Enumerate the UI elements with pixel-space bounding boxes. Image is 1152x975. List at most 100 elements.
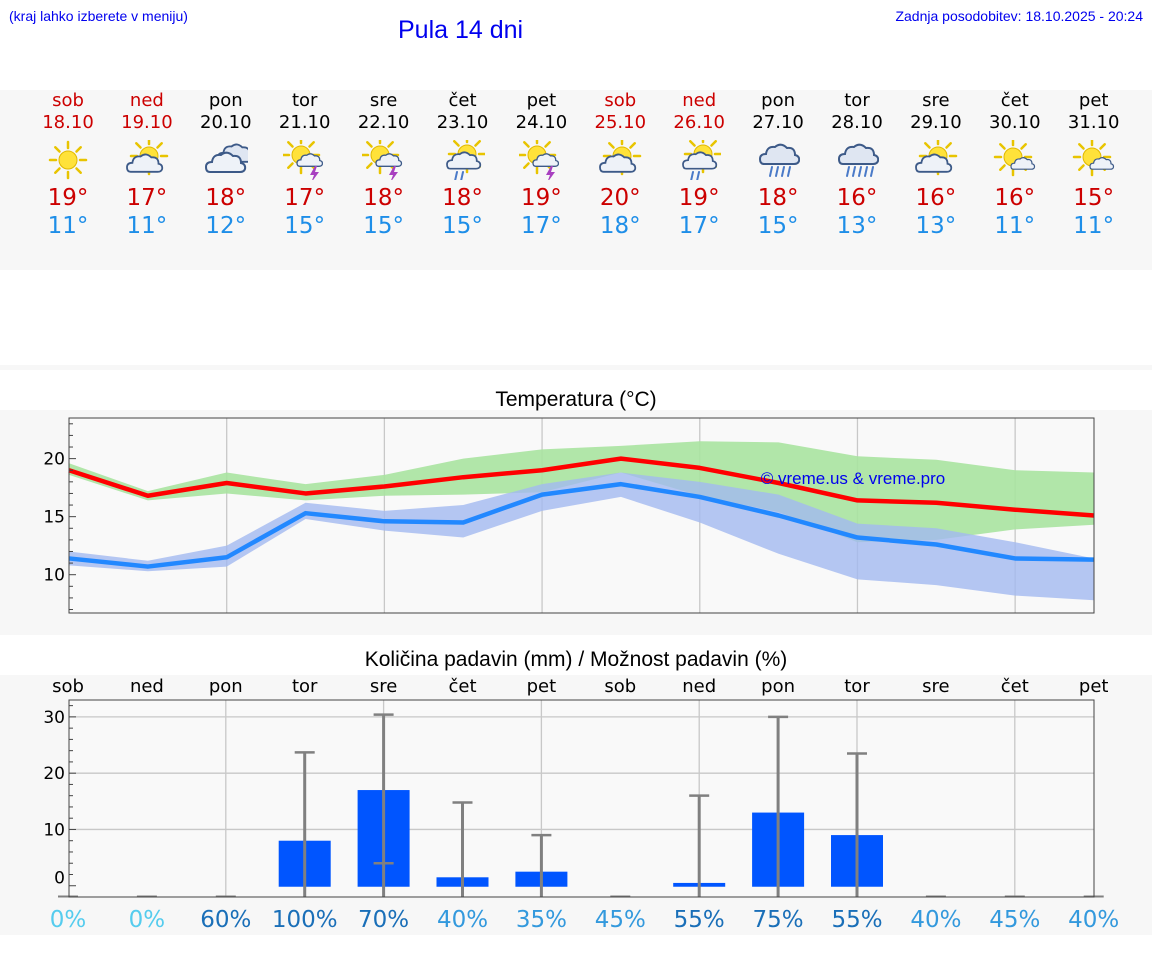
temp-max: 16°: [915, 185, 957, 211]
y-tick-label: 10: [43, 820, 65, 840]
forecast-day: ned 19.10 17° 11°: [107, 90, 187, 265]
precip-probability: 45%: [989, 907, 1040, 933]
precip-probability: 70%: [358, 907, 409, 933]
precip-probability: 0%: [129, 907, 166, 933]
sun-cloud-icon: [125, 140, 169, 176]
temp-max: 18°: [363, 185, 404, 211]
precip-probability: 55%: [674, 907, 725, 933]
last-updated: Zadnja posodobitev: 18.10.2025 - 20:24: [895, 8, 1143, 24]
temp-min: 11°: [47, 213, 89, 239]
sun-cloud-icon: [599, 140, 642, 176]
y-tick-label: 20: [43, 764, 65, 784]
forecast-day: sob 25.10 20° 18°: [580, 90, 660, 265]
x-category-label: pet: [1079, 676, 1109, 697]
day-date: 21.10: [278, 112, 331, 133]
day-date: 20.10: [200, 112, 252, 133]
y-tick-label: 30: [43, 708, 65, 728]
temperature-chart: 10 15 20 © vreme.us & vreme.pro: [43, 417, 1095, 614]
precip-probability: 55%: [831, 907, 882, 933]
cloud-heavy-rain-icon: [837, 143, 879, 177]
day-name: pon: [761, 90, 796, 111]
y-tick-label: 15: [43, 508, 65, 528]
temp-max: 19°: [47, 185, 89, 211]
day-name: pet: [1078, 90, 1109, 111]
day-date: 28.10: [831, 112, 883, 133]
temp-min: 11°: [994, 213, 1036, 239]
y-tick-label: 20: [43, 450, 65, 470]
y-tick-label: 0: [54, 869, 65, 889]
day-name: čet: [1000, 90, 1029, 111]
day-date: 24.10: [515, 112, 568, 133]
tmax-line: [68, 456, 1095, 518]
day-date: 27.10: [752, 112, 804, 133]
tmin-range-band: [69, 472, 1094, 601]
temp-min: 15°: [363, 213, 404, 239]
precip-probability: 40%: [437, 907, 488, 933]
temp-max: 16°: [836, 185, 878, 211]
day-name: tor: [291, 90, 318, 111]
day-date: 23.10: [436, 112, 489, 133]
sun-cloud-icon: [914, 140, 958, 176]
precip-probability: 0%: [50, 907, 87, 933]
temp-min: 12°: [205, 213, 247, 239]
day-name: sob: [52, 90, 84, 111]
x-category-label: sre: [370, 676, 397, 697]
temp-min: 17°: [521, 213, 562, 239]
forecast-band: [0, 90, 1152, 270]
temp-min: 13°: [836, 213, 878, 239]
sun-small-cloud-icon: [993, 140, 1035, 177]
tmin-line: [68, 481, 1095, 569]
forecast-day: sre 22.10 18° 15°: [344, 90, 424, 265]
x-category-label: sob: [52, 676, 84, 697]
location-hint-link[interactable]: (kraj lahko izberete v meniju): [9, 8, 188, 24]
forecast-day: čet 23.10 18° 15°: [423, 90, 503, 265]
temp-min: 17°: [678, 213, 720, 239]
temp-max: 19°: [521, 185, 562, 211]
forecast-day: ned 26.10 19° 17°: [659, 90, 739, 265]
day-date: 19.10: [121, 112, 173, 133]
x-category-label: ned: [130, 676, 164, 697]
forecast-day: pon 20.10 18° 12°: [186, 90, 266, 265]
forecast-day: pet 31.10 15° 11°: [1054, 90, 1134, 265]
sun-cloud-thunder-icon: [361, 140, 402, 180]
precip-probability: 45%: [595, 907, 646, 933]
day-name: pet: [526, 90, 557, 111]
temp-max: 18°: [757, 185, 799, 211]
temp-max: 19°: [678, 185, 720, 211]
temp-min: 11°: [126, 213, 168, 239]
temp-max: 20°: [599, 185, 641, 211]
precip-probability: 60%: [200, 907, 251, 933]
forecast-day: tor 28.10 16° 13°: [817, 90, 897, 265]
x-category-label: čet: [1001, 676, 1029, 697]
watermark: © vreme.us & vreme.pro: [761, 469, 945, 488]
sun-icon: [48, 140, 88, 180]
precip-probability: 40%: [1068, 907, 1119, 933]
x-category-label: čet: [448, 676, 476, 697]
plot-frame: [68, 417, 1095, 614]
x-category-label: pon: [209, 676, 243, 697]
forecast-day: čet 30.10 16° 11°: [975, 90, 1055, 265]
page-title: Pula 14 dni: [398, 16, 524, 44]
sun-cloud-thunder-icon: [282, 140, 323, 180]
temp-max: 15°: [1073, 185, 1115, 211]
cloud-rain-icon: [759, 143, 801, 177]
day-date: 22.10: [357, 112, 410, 133]
temp-min: 15°: [442, 213, 483, 239]
x-category-label: pon: [761, 676, 795, 697]
x-category-label: pet: [527, 676, 557, 697]
temp-max: 18°: [205, 185, 247, 211]
temp-max: 17°: [126, 185, 168, 211]
x-category-label: tor: [844, 676, 870, 697]
x-category-label: sre: [922, 676, 949, 697]
temp-max: 18°: [442, 185, 483, 211]
day-date: 26.10: [673, 112, 725, 133]
x-category-label: tor: [292, 676, 318, 697]
sun-cloud-rain-icon: [445, 140, 485, 180]
day-name: ned: [129, 90, 164, 111]
forecast-day: sob 18.10 19° 11°: [28, 90, 108, 265]
precip-probability: 35%: [516, 907, 567, 933]
day-name: ned: [682, 90, 717, 111]
temp-max: 16°: [994, 185, 1036, 211]
sun-cloud-thunder-icon: [519, 140, 560, 180]
day-name: sob: [604, 90, 637, 111]
